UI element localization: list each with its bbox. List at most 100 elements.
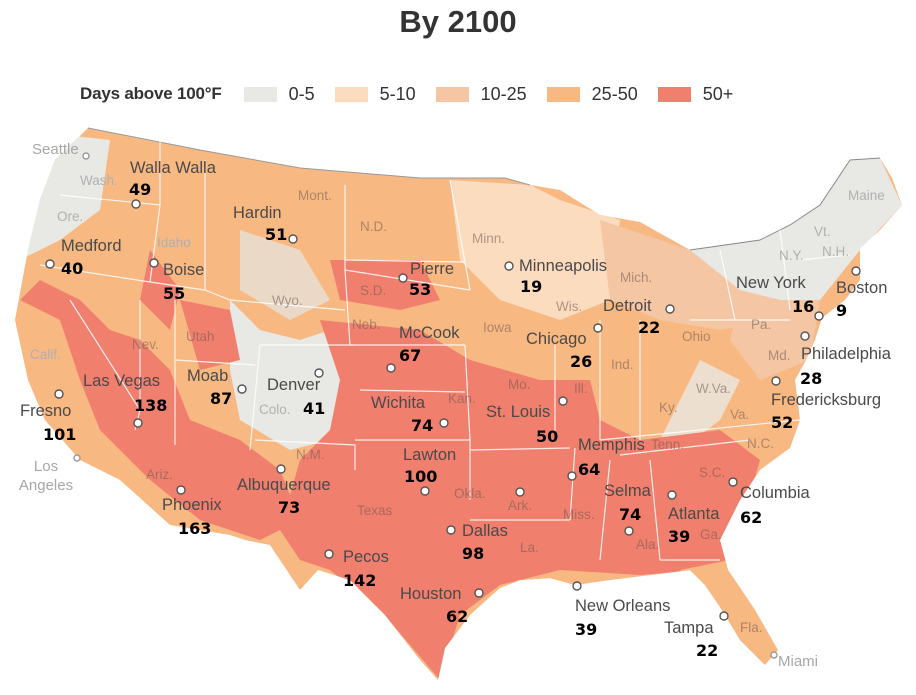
state-label: N.C. <box>747 436 774 451</box>
city-name-st-louis: St. Louis <box>486 403 551 421</box>
state-label: Pa. <box>751 317 772 332</box>
legend-item-25-50: 25-50 <box>546 83 638 105</box>
state-label: Calif. <box>30 347 61 362</box>
state-label: S.C. <box>699 465 726 480</box>
state-label: Tenn. <box>651 437 685 452</box>
city-value-atlanta: 39 <box>668 527 691 546</box>
state-label: Iowa <box>483 320 512 335</box>
city-name-medford: Medford <box>61 237 122 255</box>
city-value-philadelphia: 28 <box>800 369 823 388</box>
city-name-atlanta: Atlanta <box>668 505 720 523</box>
city-value-las-vegas: 138 <box>134 396 168 415</box>
legend-label: 50+ <box>702 83 734 104</box>
city-value-medford: 40 <box>61 259 84 278</box>
legend-swatch <box>657 86 691 102</box>
city-name-seattle: Seattle <box>32 141 79 158</box>
city-name-los-angeles: Los Angeles <box>18 458 74 494</box>
city-value-chicago: 26 <box>570 352 593 371</box>
city-name-miami: Miami <box>778 653 818 670</box>
city-name-new-orleans: New Orleans <box>575 597 671 615</box>
state-label: Ariz. <box>146 467 173 482</box>
legend-item-5-10: 5-10 <box>334 84 416 105</box>
city-name-moab: Moab <box>187 367 229 385</box>
state-label: Wyo. <box>272 293 303 308</box>
city-value-houston: 62 <box>446 607 469 626</box>
legend-label: 10-25 <box>480 83 527 104</box>
city-name-mccook: McCook <box>399 324 460 342</box>
city-value-boston: 9 <box>836 301 848 320</box>
city-value-fredericksburg: 52 <box>771 413 794 432</box>
state-label: Vt. <box>814 224 831 239</box>
city-name-minneapolis: Minneapolis <box>519 257 608 275</box>
state-label: Minn. <box>472 231 506 246</box>
city-name-houston: Houston <box>400 585 462 603</box>
city-name-pierre: Pierre <box>410 260 455 278</box>
city-value-wichita: 74 <box>411 416 434 435</box>
state-label: Maine <box>848 188 885 203</box>
legend-swatch <box>435 86 469 102</box>
state-label: Ga. <box>700 527 722 542</box>
city-value-new-york: 16 <box>792 297 815 316</box>
city-value-detroit: 22 <box>638 318 661 337</box>
state-label: Okla. <box>454 486 486 501</box>
city-name-detroit: Detroit <box>603 297 652 315</box>
state-label: N.M. <box>296 447 325 462</box>
city-name-selma: Selma <box>604 482 651 500</box>
city-value-albuquerque: 73 <box>278 498 301 517</box>
state-label: Ind. <box>611 357 634 372</box>
legend: Days above 100°F 0-5 5-10 10-25 25-50 50… <box>80 82 753 106</box>
state-label: Fla. <box>740 620 763 635</box>
legend-swatch <box>546 86 580 102</box>
city-name-albuquerque: Albuquerque <box>237 476 331 494</box>
state-label: Mont. <box>298 188 332 203</box>
city-value-moab: 87 <box>210 389 233 408</box>
city-name-las-vegas: Las Vegas <box>83 372 161 390</box>
state-label: Kan. <box>448 391 476 406</box>
legend-label: 0-5 <box>288 83 315 104</box>
state-label: W.Va. <box>696 381 732 396</box>
state-label: Ill. <box>574 381 588 396</box>
legend-swatch <box>334 86 368 102</box>
city-name-denver: Denver <box>267 376 321 394</box>
state-label: Wis. <box>556 299 583 314</box>
city-name-boise: Boise <box>163 261 205 279</box>
state-label: Ala. <box>636 537 660 552</box>
city-value-walla-walla: 49 <box>129 180 152 199</box>
city-value-dallas: 98 <box>462 544 485 563</box>
city-name-fresno: Fresno <box>20 402 72 420</box>
city-value-pecos: 142 <box>343 571 377 590</box>
city-value-mccook: 67 <box>399 346 422 365</box>
city-name-phoenix: Phoenix <box>162 496 222 514</box>
city-value-boise: 55 <box>163 284 186 303</box>
city-value-lawton: 100 <box>404 467 438 486</box>
state-label: Ohio <box>682 329 711 344</box>
map-title: By 2100 <box>399 4 517 39</box>
state-label: Mo. <box>508 377 531 392</box>
legend-item-0-5: 0-5 <box>243 83 315 105</box>
city-value-fresno: 101 <box>43 425 77 444</box>
city-name-lawton: Lawton <box>403 446 457 464</box>
city-name-chicago: Chicago <box>526 330 587 348</box>
city-value-tampa: 22 <box>696 641 719 660</box>
city-name-walla-walla: Walla Walla <box>130 159 216 177</box>
legend-label: 25-50 <box>591 83 638 104</box>
state-label: Mich. <box>620 270 653 285</box>
legend-item-10-25: 10-25 <box>435 83 527 105</box>
city-name-new-york: New York <box>736 274 806 292</box>
city-name-philadelphia: Philadelphia <box>801 345 891 363</box>
state-label: S.D. <box>360 283 387 298</box>
state-label: La. <box>520 540 539 555</box>
city-name-tampa: Tampa <box>664 619 714 637</box>
state-label: N.H. <box>822 244 849 259</box>
city-value-denver: 41 <box>303 399 326 418</box>
city-name-boston: Boston <box>836 279 888 297</box>
state-label: N.Y. <box>779 248 804 263</box>
state-label: N.D. <box>360 219 387 234</box>
state-label: Miss. <box>563 507 595 522</box>
city-name-memphis: Memphis <box>578 436 645 454</box>
city-value-minneapolis: 19 <box>520 277 543 296</box>
city-value-phoenix: 163 <box>178 519 212 538</box>
city-value-memphis: 64 <box>578 460 601 479</box>
state-label: Idaho <box>157 235 191 250</box>
